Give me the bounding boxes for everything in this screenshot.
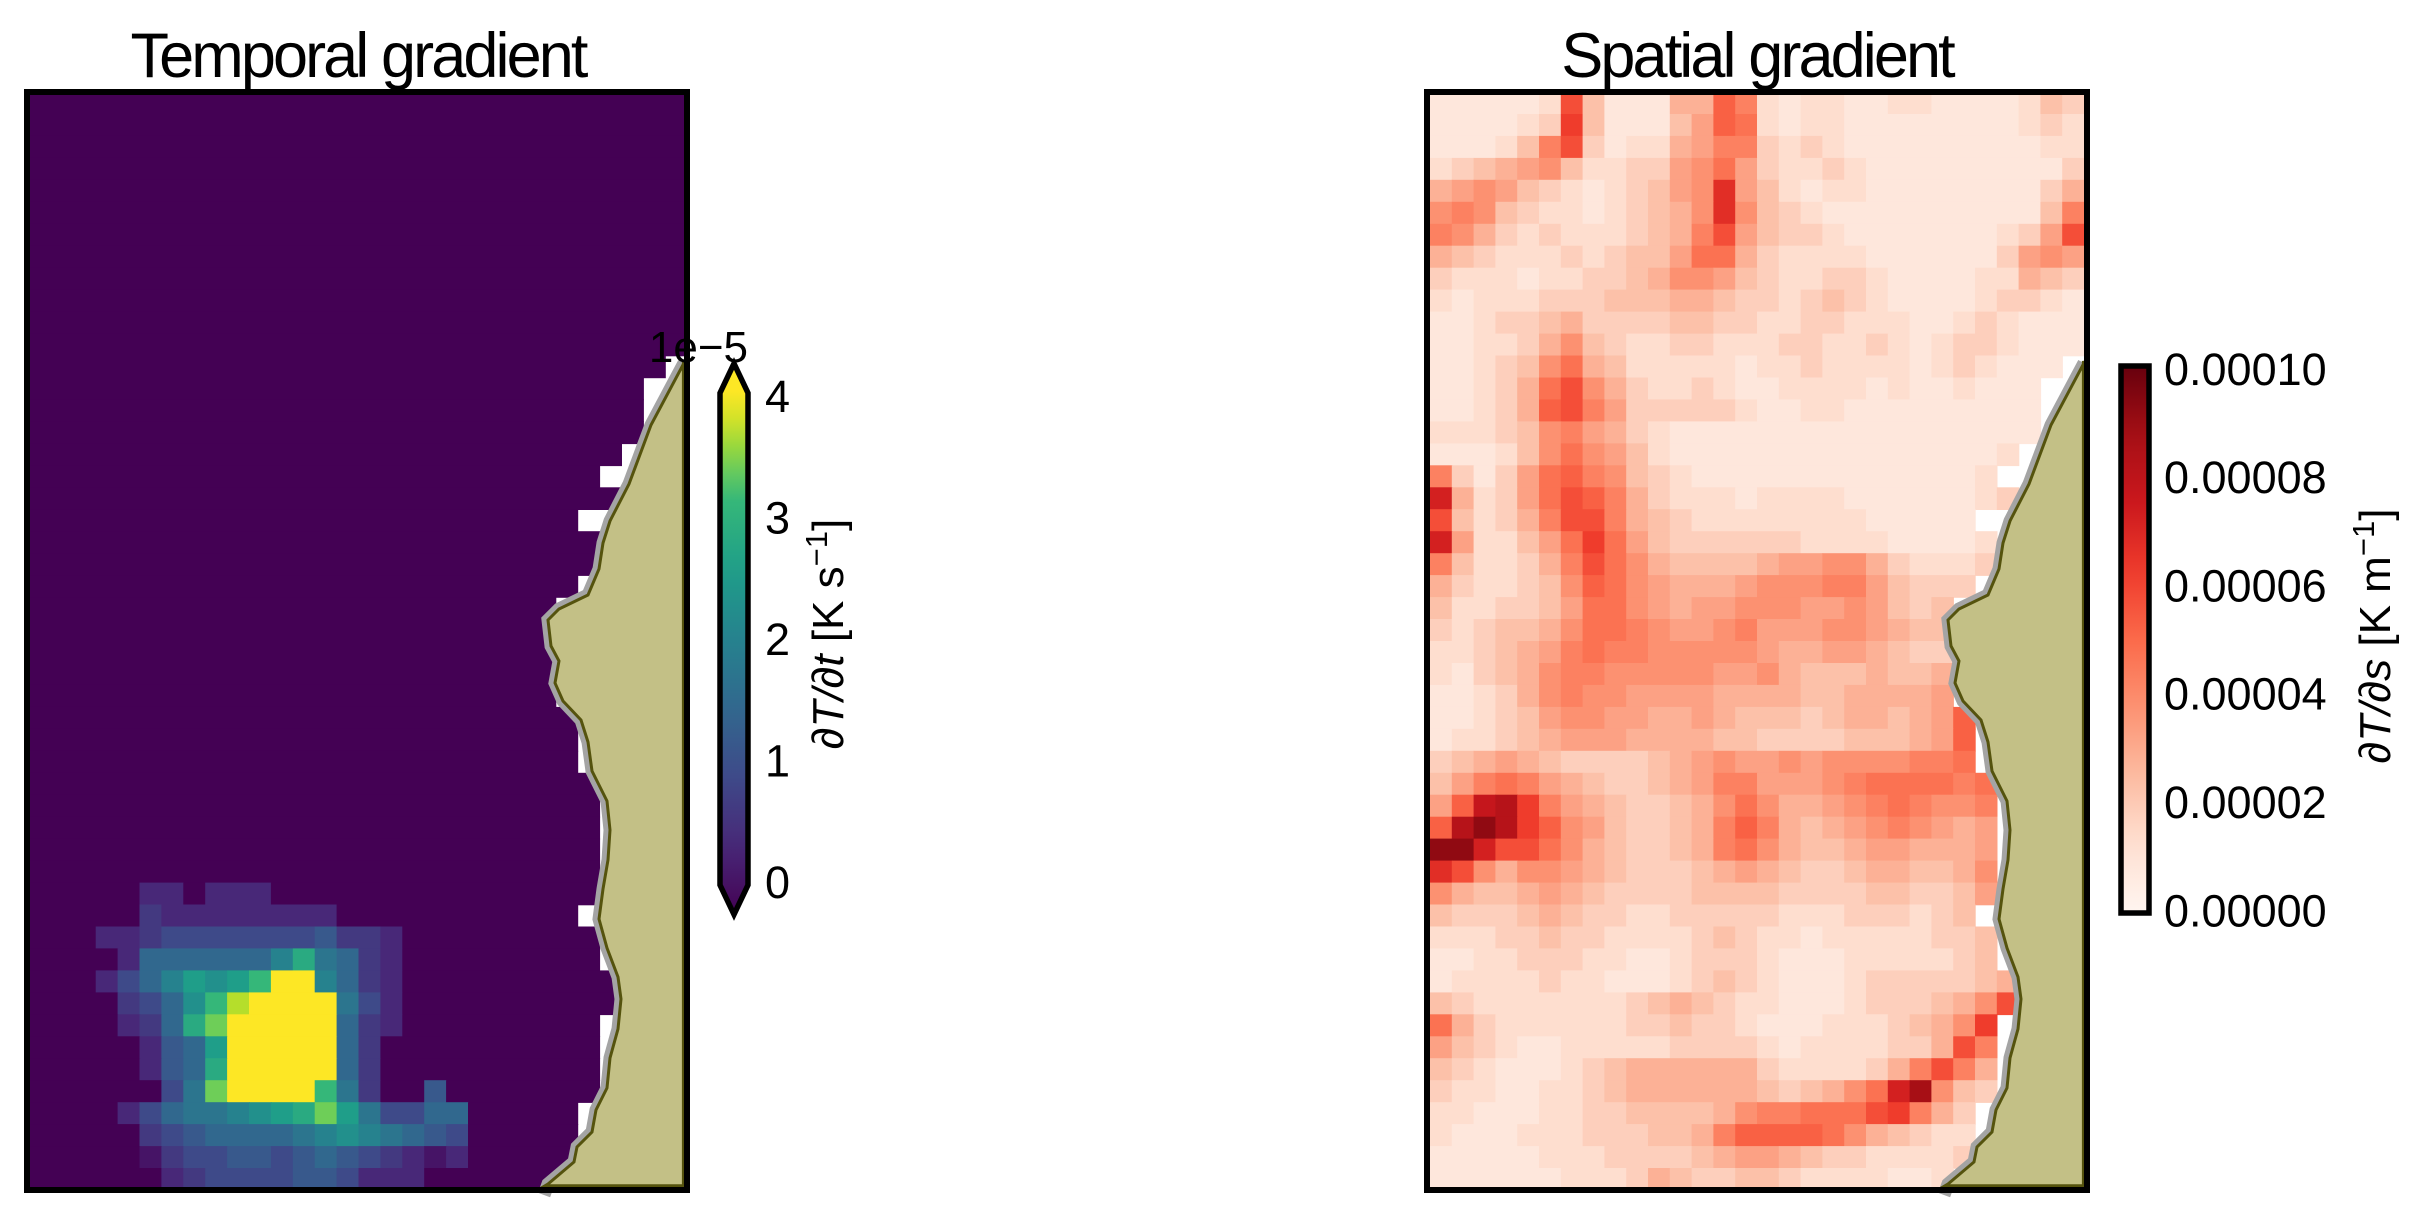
svg-text:0.00000: 0.00000 [2164,885,2327,936]
svg-text:0: 0 [765,857,790,908]
svg-text:1: 1 [765,736,790,787]
svg-text:0.00008: 0.00008 [2164,452,2327,503]
svg-text:4: 4 [765,371,790,422]
svg-text:Spatial gradient: Spatial gradient [1561,21,1956,91]
svg-text:Temporal gradient: Temporal gradient [131,21,589,91]
svg-text:0.00006: 0.00006 [2164,560,2327,611]
svg-text:2: 2 [765,614,790,665]
svg-text:0.00004: 0.00004 [2164,669,2327,720]
svg-text:0.00002: 0.00002 [2164,777,2327,828]
svg-text:3: 3 [765,492,790,543]
svg-text:1e−5: 1e−5 [649,323,748,372]
svg-text:0.00010: 0.00010 [2164,344,2327,395]
svg-text:∂T/∂s [K m−1]: ∂T/∂s [K m−1] [2346,509,2400,764]
